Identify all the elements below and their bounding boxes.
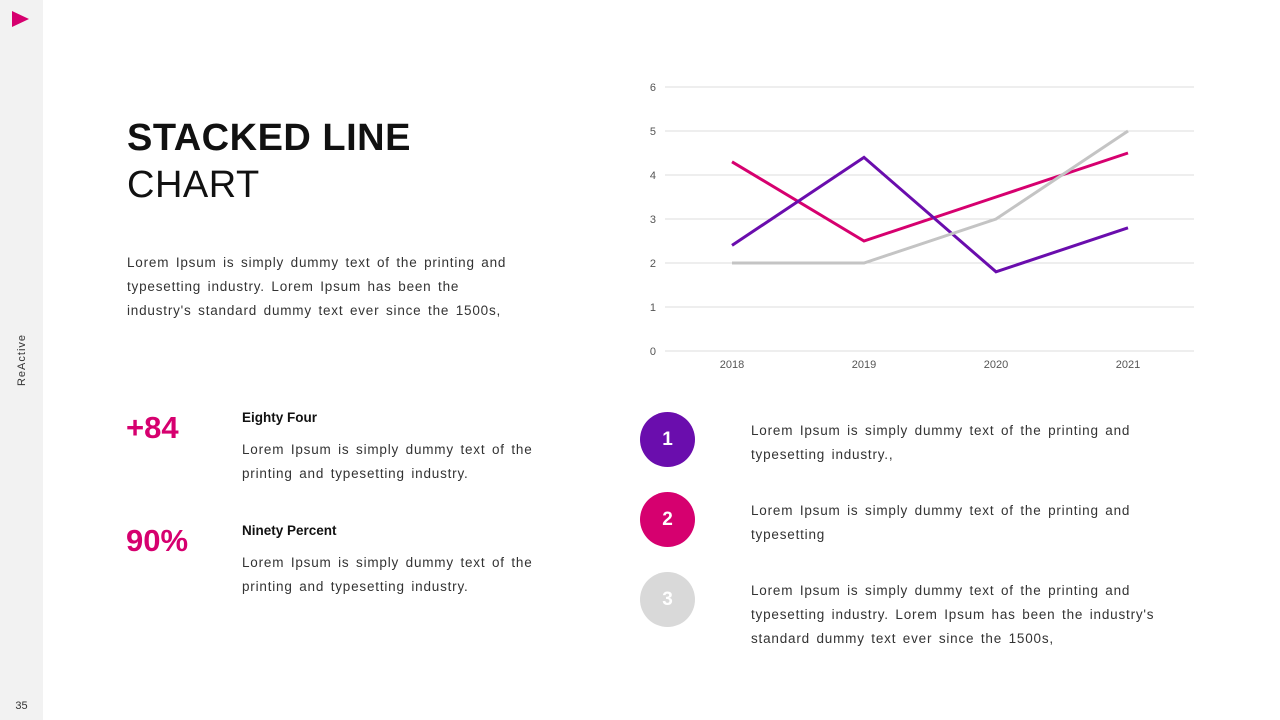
y-tick-label-6: 6 [650,82,656,94]
number-badge-3: 3 [640,572,695,627]
play-icon [12,11,29,27]
y-tick-label-0: 0 [650,346,656,358]
x-tick-label-2020: 2020 [984,359,1008,371]
page-title-light: CHART [127,164,260,206]
number-badge-1: 1 [640,412,695,467]
y-tick-label-5: 5 [650,126,656,138]
stat-title-2: Ninety Percent [242,523,337,538]
stat-desc-2: Lorem Ipsum is simply dummy text of the … [242,555,533,594]
stat-desc-1: Lorem Ipsum is simply dummy text of the … [242,442,533,481]
page-title-bold: STACKED LINE [127,117,411,159]
brand-label: ReActive [16,333,28,387]
y-tick-label-1: 1 [650,302,656,314]
item-text-2: Lorem Ipsum is simply dummy text of the … [751,503,1131,542]
y-tick-label-2: 2 [650,258,656,270]
x-tick-label-2018: 2018 [720,359,744,371]
series-line-2 [731,155,1129,274]
item-text-3: Lorem Ipsum is simply dummy text of the … [751,583,1155,646]
stat-value-1: +84 [126,410,179,445]
intro-paragraph: Lorem Ipsum is simply dummy text of the … [127,255,507,318]
page-number: 35 [15,700,28,712]
y-tick-label-4: 4 [650,170,656,182]
y-tick-label-3: 3 [650,214,656,226]
number-badge-2: 2 [640,492,695,547]
series-line-1 [731,151,1129,243]
stacked-line-chart: 0 1 2 3 4 5 6 2018 2019 2020 2021 [650,82,1194,371]
item-text-1: Lorem Ipsum is simply dummy text of the … [751,423,1131,462]
x-tick-label-2021: 2021 [1116,359,1140,371]
x-tick-label-2019: 2019 [852,359,876,371]
stat-title-1: Eighty Four [242,410,317,425]
series-line-3 [732,129,1129,265]
sidebar: ReActive 35 [0,0,43,720]
stat-value-2: 90% [126,523,189,558]
